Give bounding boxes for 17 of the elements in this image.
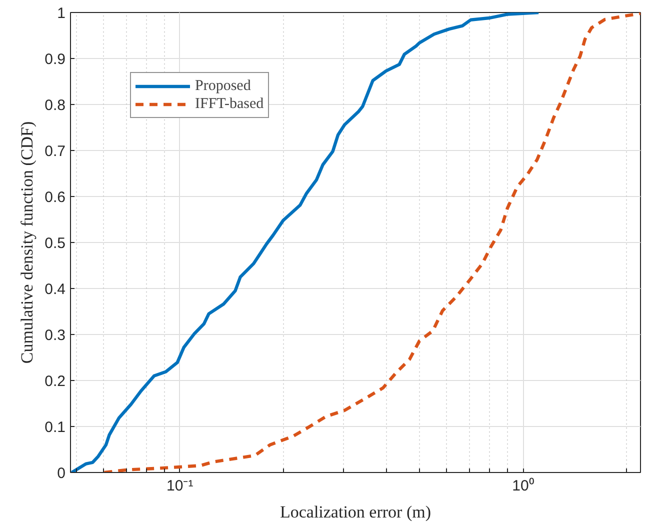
y-tick-label: 0	[57, 465, 66, 482]
x-tick-label: 10⁰	[512, 478, 534, 494]
y-tick-label: 0.6	[44, 189, 66, 206]
y-axis-title: Cumulative density function (CDF)	[18, 121, 37, 364]
y-tick-label: 0.4	[44, 281, 66, 298]
y-tick-label: 0.7	[44, 143, 66, 160]
y-tick-label: 0.5	[44, 235, 66, 252]
x-axis-title: Localization error (m)	[280, 502, 432, 522]
legend-label: Proposed	[195, 77, 251, 95]
x-tick-label: 10⁻¹	[166, 478, 194, 494]
y-tick-label: 0.1	[44, 419, 66, 436]
y-tick-label: 0.3	[44, 327, 66, 344]
y-tick-label: 0.2	[44, 373, 66, 390]
y-tick-label: 0.9	[44, 51, 66, 68]
legend-label: IFFT-based	[195, 95, 264, 113]
y-tick-label: 1	[57, 5, 66, 22]
y-tick-label: 0.8	[44, 97, 66, 114]
